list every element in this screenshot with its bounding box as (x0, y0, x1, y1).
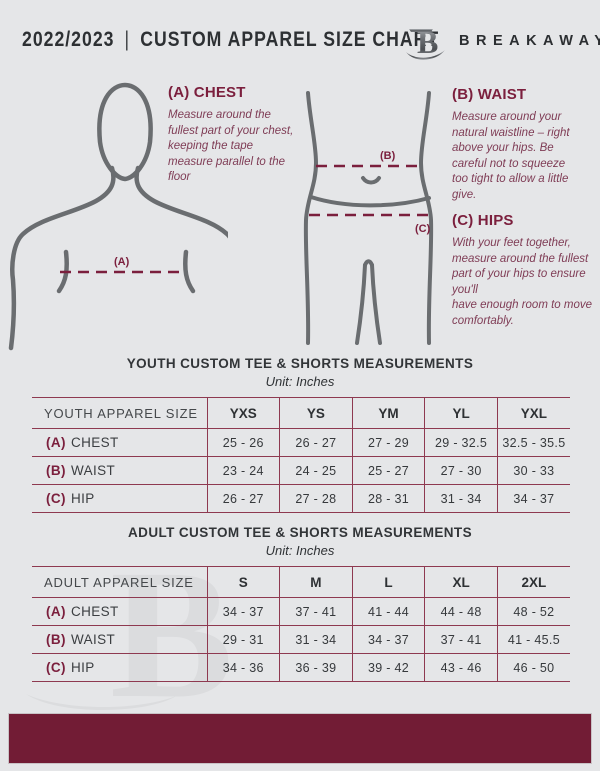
navel (361, 176, 381, 185)
chest-guide-heading: (A) CHEST (168, 84, 246, 101)
table-row: (C) HIP 34 - 36 36 - 39 39 - 42 43 - 46 4… (32, 653, 570, 682)
youth-section-title: YOUTH CUSTOM TEE & SHORTS MEASUREMENTS (126, 356, 474, 371)
adult-col-l: L (351, 566, 425, 598)
left-chest-line (56, 249, 69, 294)
adult-waist-m: 31 - 34 (279, 625, 353, 654)
adult-size-table: ADULT APPAREL SIZE S M L XL 2XL (A) CHEST… (32, 566, 570, 682)
adult-col-m: M (279, 566, 353, 598)
youth-chest-yxs: 25 - 26 (206, 428, 280, 457)
title-text: CUSTOM APPAREL SIZE CHART (140, 28, 440, 51)
waist-guide-body: Measure around your natural waistline – … (452, 111, 570, 201)
youth-chest-row-label: (A) CHEST (32, 428, 207, 457)
youth-col-yl: YL (424, 397, 498, 429)
adult-section-unit: Unit: Inches (265, 543, 335, 558)
youth-waist-ym: 25 - 27 (351, 456, 425, 485)
page-title: 2022/2023 | CUSTOM APPAREL SIZE CHART (22, 28, 439, 52)
waist-guide: (B) WAIST Measure around your natural wa… (452, 86, 580, 203)
adult-col-s: S (206, 566, 280, 598)
hip-crease-line (309, 195, 431, 208)
youth-chest-ym: 27 - 29 (351, 428, 425, 457)
left-shoulder-arm (8, 165, 116, 351)
youth-hip-ym: 28 - 31 (351, 484, 425, 513)
adult-hip-xl: 43 - 46 (424, 653, 498, 682)
adult-hip-row-label: (C) HIP (32, 653, 207, 682)
adult-chest-l: 41 - 44 (351, 597, 425, 626)
adult-chest-m: 37 - 41 (279, 597, 353, 626)
adult-section-title: ADULT CUSTOM TEE & SHORTS MEASUREMENTS (128, 525, 472, 540)
adult-chest-2xl: 48 - 52 (496, 597, 570, 626)
right-chest-line (183, 249, 196, 294)
title-year: 2022/2023 (22, 28, 115, 51)
table-row: (A) CHEST 34 - 37 37 - 41 41 - 44 44 - 48… (32, 597, 570, 626)
adult-chest-xl: 44 - 48 (424, 597, 498, 626)
youth-waist-yxl: 30 - 33 (496, 456, 570, 485)
youth-waist-row-label: (B) WAIST (32, 456, 207, 485)
waist-marker: (B) (380, 150, 396, 162)
youth-hip-yxs: 26 - 27 (206, 484, 280, 513)
youth-hip-row-label: (C) HIP (32, 484, 207, 513)
adult-waist-row-label: (B) WAIST (32, 625, 207, 654)
adult-size-label: ADULT APPAREL SIZE (32, 566, 207, 598)
footer-bar (8, 713, 592, 764)
youth-hip-yxl: 34 - 37 (496, 484, 570, 513)
chest-guide-body: Measure around the fullest part of your … (168, 109, 294, 183)
left-inner-leg (355, 263, 367, 345)
adult-hip-s: 34 - 36 (206, 653, 280, 682)
youth-table-header-row: YOUTH APPAREL SIZE YXS YS YM YL YXL (32, 397, 570, 429)
breakaway-logo-icon: B (406, 24, 445, 60)
hips-guide-heading: (C) HIPS (452, 212, 514, 229)
youth-section-unit: Unit: Inches (265, 374, 335, 389)
chest-guide: (A) CHEST Measure around the fullest par… (168, 84, 300, 186)
adult-waist-s: 29 - 31 (206, 625, 280, 654)
inner-leg-top (363, 259, 374, 267)
hips-guide-body: With your feet together, measure around … (452, 237, 593, 327)
youth-col-yxs: YXS (206, 397, 280, 429)
adult-col-xl: XL (424, 566, 498, 598)
table-row: (A) CHEST 25 - 26 26 - 27 27 - 29 29 - 32… (32, 428, 570, 457)
youth-col-yxl: YXL (496, 397, 570, 429)
hips-guide: (C) HIPS With your feet together, measur… (452, 212, 594, 329)
adult-waist-l: 34 - 37 (351, 625, 425, 654)
youth-size-table: YOUTH APPAREL SIZE YXS YS YM YL YXL (A) C… (32, 397, 570, 513)
svg-text:B: B (417, 24, 438, 60)
youth-chest-yl: 29 - 32.5 (424, 428, 498, 457)
youth-chest-yxl: 32.5 - 35.5 (496, 428, 570, 457)
head-outline (97, 82, 153, 182)
youth-waist-yl: 27 - 30 (424, 456, 498, 485)
adult-chest-row-label: (A) CHEST (32, 597, 207, 626)
waist-guide-heading: (B) WAIST (452, 86, 527, 103)
right-inner-leg (370, 263, 382, 345)
youth-chest-ys: 26 - 27 (279, 428, 353, 457)
table-row: (B) WAIST 29 - 31 31 - 34 34 - 37 37 - 41… (32, 625, 570, 654)
adult-hip-m: 36 - 39 (279, 653, 353, 682)
youth-col-ys: YS (279, 397, 353, 429)
adult-hip-l: 39 - 42 (351, 653, 425, 682)
chest-marker: (A) (114, 256, 130, 268)
adult-hip-2xl: 46 - 50 (496, 653, 570, 682)
table-row: (C) HIP 26 - 27 27 - 28 28 - 31 31 - 34 3… (32, 484, 570, 513)
lower-body-diagram: (B) (C) (303, 91, 434, 345)
left-body-edge (303, 91, 319, 345)
brand-name: BREAKAWAY (459, 33, 600, 49)
adult-table-header-row: ADULT APPAREL SIZE S M L XL 2XL (32, 566, 570, 598)
right-body-edge (418, 91, 434, 345)
youth-size-label: YOUTH APPAREL SIZE (32, 397, 207, 429)
youth-waist-yxs: 23 - 24 (206, 456, 280, 485)
adult-col-2xl: 2XL (496, 566, 570, 598)
table-row: (B) WAIST 23 - 24 24 - 25 25 - 27 27 - 30… (32, 456, 570, 485)
adult-chest-s: 34 - 37 (206, 597, 280, 626)
adult-waist-xl: 37 - 41 (424, 625, 498, 654)
adult-waist-2xl: 41 - 45.5 (496, 625, 570, 654)
youth-col-ym: YM (351, 397, 425, 429)
youth-hip-ys: 27 - 28 (279, 484, 353, 513)
youth-hip-yl: 31 - 34 (424, 484, 498, 513)
hip-marker: (C) (415, 223, 431, 235)
title-divider: | (124, 28, 131, 51)
brand-logo: B BREAKAWAY (403, 20, 600, 62)
youth-waist-ys: 24 - 25 (279, 456, 353, 485)
header: 2022/2023 | CUSTOM APPAREL SIZE CHART B BR… (0, 0, 600, 78)
